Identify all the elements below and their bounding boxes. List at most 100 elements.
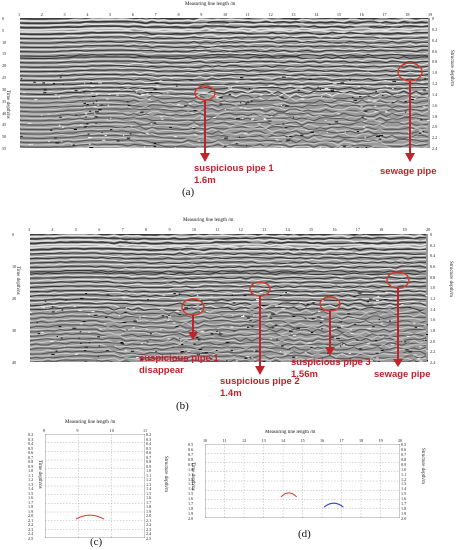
grid-d [205, 444, 400, 518]
tick-label: 1.6 [430, 317, 436, 323]
tick-label: 1.0 [146, 468, 152, 474]
tick-label: 10 [109, 428, 114, 433]
caption-b: (b) [176, 400, 189, 412]
tick-label: 1.7 [146, 499, 152, 505]
tick-label: 14 [285, 227, 290, 232]
caption-a: (a) [182, 186, 195, 198]
tick-label: 1.9 [188, 511, 194, 517]
tick-label: 20 [398, 438, 403, 443]
tick-label: 0.9 [28, 463, 34, 469]
hyperbola-curve [323, 502, 344, 508]
tick-label: 1.5 [188, 491, 194, 497]
left-ticks-d: 0.5 0.6 0.7 0.8 0.9 1.0 1.1 1.2 1.3 1.4 1.5 1.6 1.7 1… [188, 442, 204, 521]
tick-label: 2.0 [188, 516, 194, 521]
tick-label: 0.5 [146, 445, 152, 451]
tick-label: 1.9 [28, 508, 34, 514]
panel-b: Measuring line length /m 3 4 5 6 7 8 9 10 11 12 13… [0, 216, 457, 416]
grid-c [45, 434, 145, 538]
tick-label: 2.5 [146, 536, 152, 541]
tick-label: 1.2 [146, 477, 152, 483]
tick-label: 2.0 [28, 513, 34, 519]
tick-label: 0.9 [146, 463, 152, 469]
tick-label: 0 [430, 232, 433, 237]
suspicious-pipe-2-circle-b [249, 281, 271, 297]
radargram-b [30, 234, 428, 362]
tick-label: 2.5 [28, 536, 34, 541]
tick-label: 1.0 [432, 70, 438, 76]
tick-label: 1.3 [28, 481, 34, 487]
tick-label: 13 [261, 438, 266, 443]
tick-label: 0.8 [28, 459, 34, 465]
tick-label: 2.2 [432, 135, 438, 141]
tick-label: 2.4 [432, 146, 438, 151]
tick-label: 0.5 [28, 445, 34, 451]
tick-label: 19 [378, 438, 383, 443]
tick-label: 12 [238, 227, 243, 232]
tick-label: 55 [2, 146, 7, 151]
tick-label: 14 [314, 12, 319, 17]
hyperbola-curve [280, 492, 298, 498]
tick-label: 1.0 [401, 466, 407, 472]
tick-label: 1.3 [188, 481, 194, 487]
tick-label: 15 [2, 51, 7, 57]
tick-label: 0.7 [401, 451, 407, 457]
tick-label: 1.3 [146, 481, 152, 487]
tick-label: 0.8 [432, 59, 438, 65]
tick-label: 2.0 [146, 513, 152, 519]
tick-label: 0.4 [28, 441, 34, 447]
tick-label: 2.4 [430, 360, 436, 365]
tick-label: 11 [222, 438, 227, 443]
tick-label: 0.2 [28, 432, 34, 437]
tick-label: 17 [382, 12, 387, 17]
tick-label: 0 [432, 16, 435, 21]
tick-label: 16 [320, 438, 325, 443]
tick-label: 6 [131, 12, 134, 17]
tick-label: 0.7 [146, 454, 152, 460]
tick-label: 1.6 [28, 495, 34, 501]
tick-label: 0.6 [430, 264, 436, 269]
tick-label: 1.8 [28, 504, 34, 510]
tick-label: 0.2 [430, 242, 436, 248]
tick-label: 1.6 [188, 496, 194, 502]
tick-label: 18 [359, 438, 364, 443]
tick-label: 11 [245, 12, 250, 17]
tick-label: 2.3 [146, 526, 152, 532]
tick-label: 16 [359, 12, 364, 17]
tick-label: 18 [379, 227, 384, 232]
annotation-suspicious-pipe-1-a: suspicious pipe 1 1.6m [194, 163, 274, 186]
tick-label: 1.5 [146, 490, 152, 496]
tick-label: 20 [426, 227, 431, 232]
tick-label: 11 [143, 428, 148, 433]
right-ticks-b: 0 0.2 0.4 0.6 0.8 1.0 1.2 1.4 1.6 1.8 2.0 2.2 2.4 [430, 232, 446, 365]
tick-label: 0.4 [432, 37, 438, 43]
x-axis-title-d: Measuring line length /m [265, 430, 316, 435]
tick-label: 0.5 [188, 442, 194, 447]
tick-label: 4 [51, 227, 54, 232]
tick-label: 12 [242, 438, 247, 443]
annotation-arrows-a [194, 62, 423, 162]
tick-label: 1.4 [430, 306, 436, 312]
tick-label: 19 [428, 12, 433, 17]
suspicious-pipe-1-circle-a [194, 85, 216, 101]
tick-label: 40 [12, 360, 17, 365]
tick-label: 9 [76, 428, 79, 433]
x-ticks-c: 8 9 10 11 [43, 428, 148, 434]
tick-label: 3 [28, 227, 31, 232]
tick-label: 2.1 [28, 517, 34, 523]
tick-label: 1.4 [432, 91, 438, 97]
tick-label: 30 [12, 328, 17, 333]
tick-label: 0.6 [401, 446, 407, 452]
tick-label: 50 [2, 134, 7, 140]
tick-label: 0.9 [188, 461, 194, 467]
left-ticks-b: 0 10 20 30 40 [12, 232, 28, 365]
x-ticks-d: 10 11 12 13 14 15 16 17 18 19 20 [203, 438, 403, 444]
tick-label: 17 [339, 438, 344, 443]
tick-label: 2.2 [28, 522, 34, 528]
tick-label: 1.1 [401, 471, 407, 477]
tick-label: 1.6 [146, 495, 152, 501]
tick-label: 20 [2, 63, 7, 69]
radargram-a [20, 18, 430, 148]
right-ticks-c: 0.2 0.3 0.4 0.5 0.6 0.7 0.8 0.9 1.0 1.1 1.2 1.3 1.4 1… [146, 432, 162, 541]
x-axis-title-c: Measuring line length /m [65, 420, 116, 425]
tick-label: 0 [2, 16, 5, 21]
